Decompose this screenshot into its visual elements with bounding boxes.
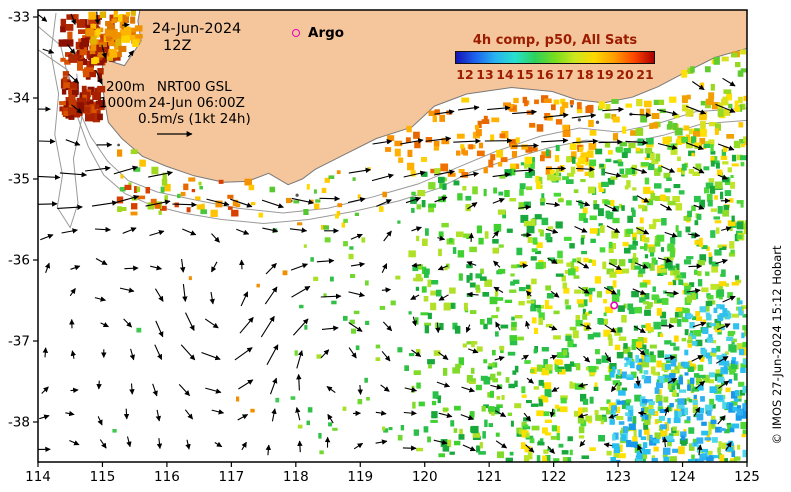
colorbar-tick-labels: 12 13 14 15 16 17 18 19 20 21 [455, 67, 655, 82]
colorbar-tick-label: 12 [456, 67, 474, 82]
map-date: 24-Jun-2024 [152, 21, 242, 37]
depth-200m-label: 200m [106, 79, 145, 95]
colorbar-tick-label: 14 [496, 67, 514, 82]
copyright-text: © IMOS 27-Jun-2024 15:12 Hobart [770, 245, 784, 445]
x-tick-label: 115 [90, 469, 116, 485]
x-tick-label: 117 [218, 469, 244, 485]
colorbar-tick-label: 19 [596, 67, 614, 82]
x-tick-label: 118 [283, 469, 309, 485]
argo-legend: Argo [292, 25, 344, 41]
model-date: 24-Jun 06:00Z [148, 95, 245, 111]
x-tick-label: 125 [734, 469, 760, 485]
colorbar-title: 4h comp, p50, All Sats [472, 33, 638, 48]
vector-scale-label: 0.5m/s (1kt 24h) [138, 111, 251, 127]
y-tick-label: -33 [8, 10, 30, 26]
colorbar-tick-label: 20 [616, 67, 634, 82]
colorbar-gradient [455, 51, 655, 64]
islands [117, 104, 633, 203]
x-tick-label: 122 [541, 469, 567, 485]
axis-ticks [33, 16, 748, 467]
colorbar-tick-label: 15 [516, 67, 534, 82]
current-vectors [38, 11, 736, 456]
map-layers [38, 10, 747, 462]
argo-marker-icon [292, 29, 300, 37]
x-tick-label: 116 [154, 469, 180, 485]
y-tick-label: -36 [8, 253, 30, 269]
axis-labels: 114 115 116 117 118 119 120 121 122 123 124 125 -33 -… [8, 10, 760, 486]
x-tick-label: 114 [25, 469, 51, 485]
colorbar-tick-label: 16 [536, 67, 554, 82]
sst-pixels [58, 10, 747, 462]
map-time: 12Z [163, 38, 192, 54]
colorbar-tick-label: 17 [556, 67, 574, 82]
plot-frame [37, 9, 748, 463]
model-name: NRT00 GSL [156, 79, 232, 95]
depth-model-line: 200m NRT00 GSL [106, 79, 232, 95]
argo-float-marker [610, 301, 619, 310]
x-tick-label: 123 [605, 469, 631, 485]
y-tick-label: -35 [8, 172, 30, 188]
y-tick-label: -37 [8, 334, 30, 350]
argo-label: Argo [308, 25, 345, 41]
x-tick-label: 124 [670, 469, 696, 485]
x-tick-label: 121 [476, 469, 502, 485]
depth-date-line: 1000m 24-Jun 06:00Z [99, 95, 245, 111]
colorbar-tick-label: 18 [576, 67, 594, 82]
x-tick-label: 120 [412, 469, 438, 485]
colorbar-tick-label: 21 [636, 67, 654, 82]
y-tick-label: -38 [8, 415, 30, 431]
y-tick-label: -34 [8, 91, 30, 107]
depth-1000m-label: 1000m [99, 95, 147, 111]
colorbar-tick-label: 13 [476, 67, 494, 82]
x-tick-label: 119 [347, 469, 373, 485]
